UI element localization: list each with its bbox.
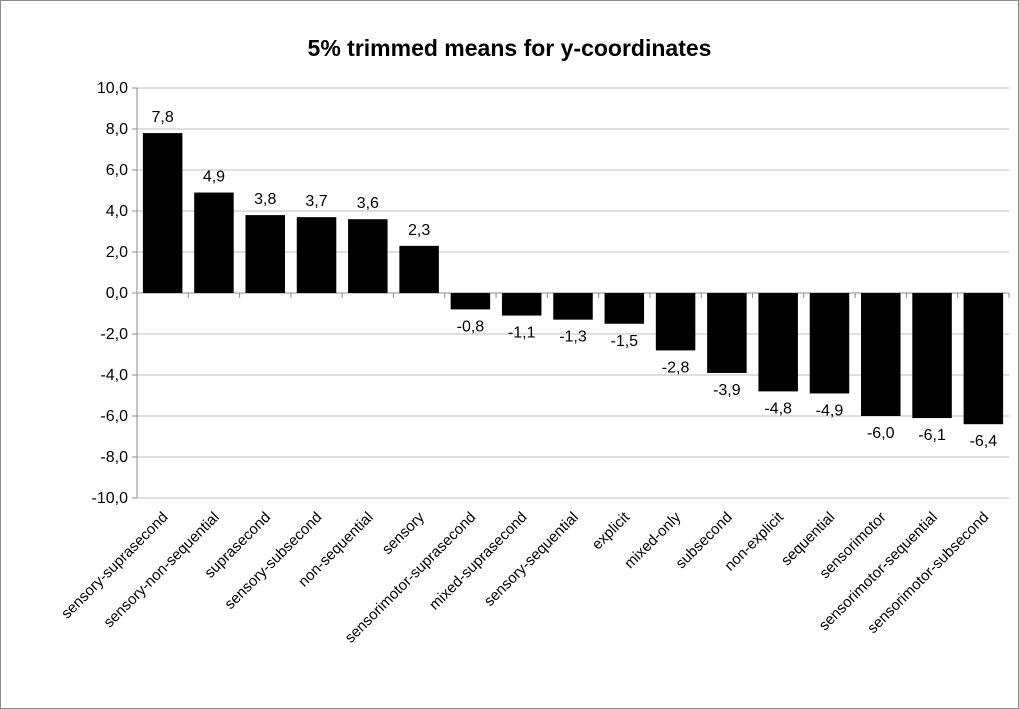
bar [399, 245, 439, 293]
bar [245, 215, 285, 293]
bars [142, 133, 1004, 425]
bar [142, 133, 183, 293]
y-tick-label: -6,0 [100, 408, 128, 425]
bar [348, 219, 388, 293]
category-label: explicit [589, 508, 634, 553]
y-tick-label: 6,0 [106, 162, 128, 179]
data-label: -0,8 [457, 318, 485, 335]
data-label: -6,4 [970, 433, 998, 450]
data-label: -1,3 [559, 329, 587, 346]
bar [809, 293, 850, 394]
y-tick-label: -10,0 [92, 490, 129, 507]
bar [758, 293, 798, 392]
data-label: -2,8 [662, 359, 690, 376]
category-label: sensory-sequential [481, 509, 582, 610]
y-tick-label: -2,0 [100, 326, 128, 343]
category-label: sensory-subsecond [221, 509, 325, 613]
y-tick-label: -8,0 [100, 449, 128, 466]
chart-title: 5% trimmed means for y-coordinates [307, 35, 712, 61]
data-labels: 7,8 4,9 3,8 3,7 3,6 2,3 -0,8 -1,1 -1,3 -1,5 -2,8 -3… [152, 109, 998, 450]
data-label: -6,0 [867, 425, 895, 442]
data-label: -4,8 [764, 400, 792, 417]
y-tick-label: 4,0 [106, 203, 128, 220]
y-tick-label: 0,0 [106, 285, 128, 302]
data-label: -6,1 [918, 427, 946, 444]
y-tick-label: 10,0 [97, 80, 128, 97]
bar [296, 217, 337, 293]
bar [963, 293, 1004, 425]
data-label: 3,7 [305, 193, 327, 210]
data-label: 2,3 [408, 222, 430, 239]
bar [553, 293, 593, 320]
data-label: 3,8 [254, 191, 276, 208]
bar [604, 293, 645, 324]
bar [707, 293, 747, 373]
bar [861, 293, 901, 416]
y-tick-label: -4,0 [100, 367, 128, 384]
data-label: -4,9 [816, 402, 844, 419]
data-label: 7,8 [152, 109, 174, 126]
bar [194, 192, 234, 293]
category-label: mixed-suprasecond [426, 509, 531, 614]
data-label: -1,1 [508, 325, 536, 342]
y-tick-label: 2,0 [106, 244, 128, 261]
bar [655, 293, 696, 351]
category-label: sensory [379, 508, 429, 558]
bar [501, 293, 542, 316]
data-label: 4,9 [203, 169, 225, 186]
bar [450, 293, 491, 310]
axes: 10,0 8,0 6,0 4,0 2,0 0,0 -2,0 -4,0 -6,0 -8,0 -10,0 [92, 80, 1010, 507]
data-label: 3,6 [357, 195, 379, 212]
data-label: -1,5 [611, 333, 639, 350]
data-label: -3,9 [713, 382, 741, 399]
category-labels: sensory-suprasecondsensory-non-sequentia… [58, 508, 992, 646]
bar [912, 293, 952, 419]
y-tick-label: 8,0 [106, 121, 128, 138]
